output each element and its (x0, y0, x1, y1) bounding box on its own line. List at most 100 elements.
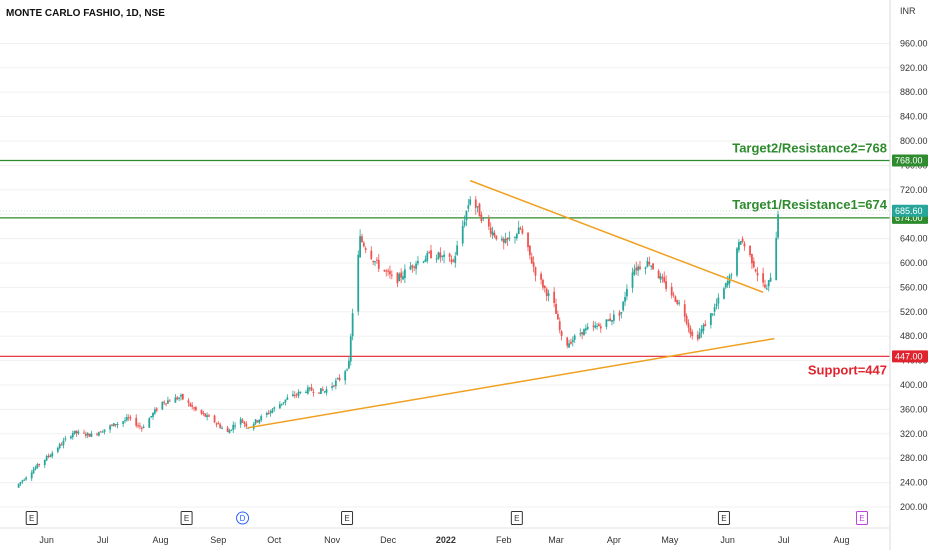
candle-body (687, 322, 690, 328)
candle-body (560, 331, 563, 336)
candle-body (189, 403, 192, 407)
candle-body (299, 391, 302, 393)
candle-body (269, 411, 272, 414)
time-tick-label: Jun (720, 535, 735, 545)
candle-body (751, 254, 753, 264)
candle-body (501, 238, 503, 241)
candle-body (387, 270, 389, 272)
candle-body (767, 280, 770, 287)
candle-body (323, 391, 326, 393)
candle-body (657, 270, 660, 279)
time-tick-label: Aug (152, 535, 168, 545)
candle-body (527, 232, 529, 248)
candle-body (140, 427, 143, 429)
candle-body (777, 214, 779, 238)
candle-body (553, 291, 556, 303)
candle-body (135, 417, 138, 426)
candle-body (422, 261, 425, 263)
candle-body (540, 273, 542, 280)
level-price-tag-text: 768.00 (895, 155, 923, 165)
time-tick-label: Dec (380, 535, 397, 545)
candle-body (200, 409, 203, 414)
candle-body (762, 273, 765, 283)
candle-body (648, 262, 651, 265)
candle-body (769, 277, 772, 282)
candle-body (754, 269, 757, 272)
candle-body (724, 283, 727, 288)
candle-body (506, 237, 509, 240)
candle-body (306, 387, 309, 394)
candle-body (461, 225, 464, 244)
candle-body (202, 412, 205, 414)
candle-body (573, 335, 576, 340)
candle-body (547, 293, 550, 296)
candle-body (493, 232, 496, 237)
price-tick-label: 640.00 (900, 234, 928, 244)
candle-body (555, 304, 557, 314)
candle-body (570, 341, 572, 344)
candle-body (743, 243, 746, 247)
candle-body (674, 296, 677, 302)
candle-body (389, 271, 391, 275)
candle-body (84, 434, 87, 436)
candle-body (702, 325, 705, 331)
price-tick-label: 600.00 (900, 258, 928, 268)
candle-body (64, 438, 67, 440)
candle-body (331, 386, 334, 388)
price-tick-label: 360.00 (900, 404, 928, 414)
price-tick-label: 200.00 (900, 502, 928, 512)
candle-body (103, 429, 106, 432)
candle-body (49, 455, 52, 458)
candle-body (305, 392, 307, 394)
level-price-tag-text: 447.00 (895, 351, 923, 361)
candle-body (372, 261, 375, 263)
candle-body (450, 259, 453, 263)
candle-body (124, 420, 126, 422)
candle-body (480, 214, 483, 222)
time-tick-label: Apr (607, 535, 621, 545)
candle-body (346, 369, 348, 371)
candle-body (594, 325, 597, 328)
candle-body (476, 206, 479, 208)
candle-body (308, 387, 311, 389)
candle-body (90, 433, 93, 437)
level-labels: Target2/Resistance2=768 Target1/Resistanc… (732, 140, 888, 377)
candle-body (361, 236, 363, 242)
candle-body (243, 422, 246, 424)
candle-body (469, 199, 472, 205)
candle-body (670, 286, 673, 296)
candle-body (45, 456, 48, 461)
candle-body (599, 326, 602, 329)
candle-body (775, 237, 778, 281)
candle-body (756, 272, 759, 276)
candle-body (528, 245, 531, 256)
candle-body (167, 400, 169, 404)
candle-body (508, 237, 511, 239)
candle-body (176, 397, 179, 400)
candle-body (709, 313, 712, 325)
candle-body (77, 431, 80, 434)
candle-body (519, 228, 522, 230)
candle-body (204, 413, 207, 417)
price-tick-label: 480.00 (900, 331, 928, 341)
candle-body (495, 235, 498, 240)
candle-body (112, 423, 115, 427)
candle-body (273, 407, 276, 409)
grid (0, 42, 890, 508)
candle-body (258, 419, 261, 423)
candle-body (357, 254, 360, 312)
time-tick-label: Feb (496, 535, 512, 545)
candle-body (646, 260, 649, 267)
candle-body (618, 312, 621, 316)
candle-body (403, 269, 406, 279)
price-tick-label: 320.00 (900, 429, 928, 439)
candle-body (696, 334, 699, 340)
price-axis: 200.00240.00280.00320.00360.00400.00440.… (889, 0, 928, 550)
time-tick-label: Jun (39, 535, 54, 545)
candle-body (474, 199, 477, 208)
candle-body (163, 401, 166, 403)
candle-body (402, 276, 404, 280)
candle-body (271, 409, 274, 413)
candle-body (297, 391, 300, 396)
candle-body (122, 421, 125, 424)
